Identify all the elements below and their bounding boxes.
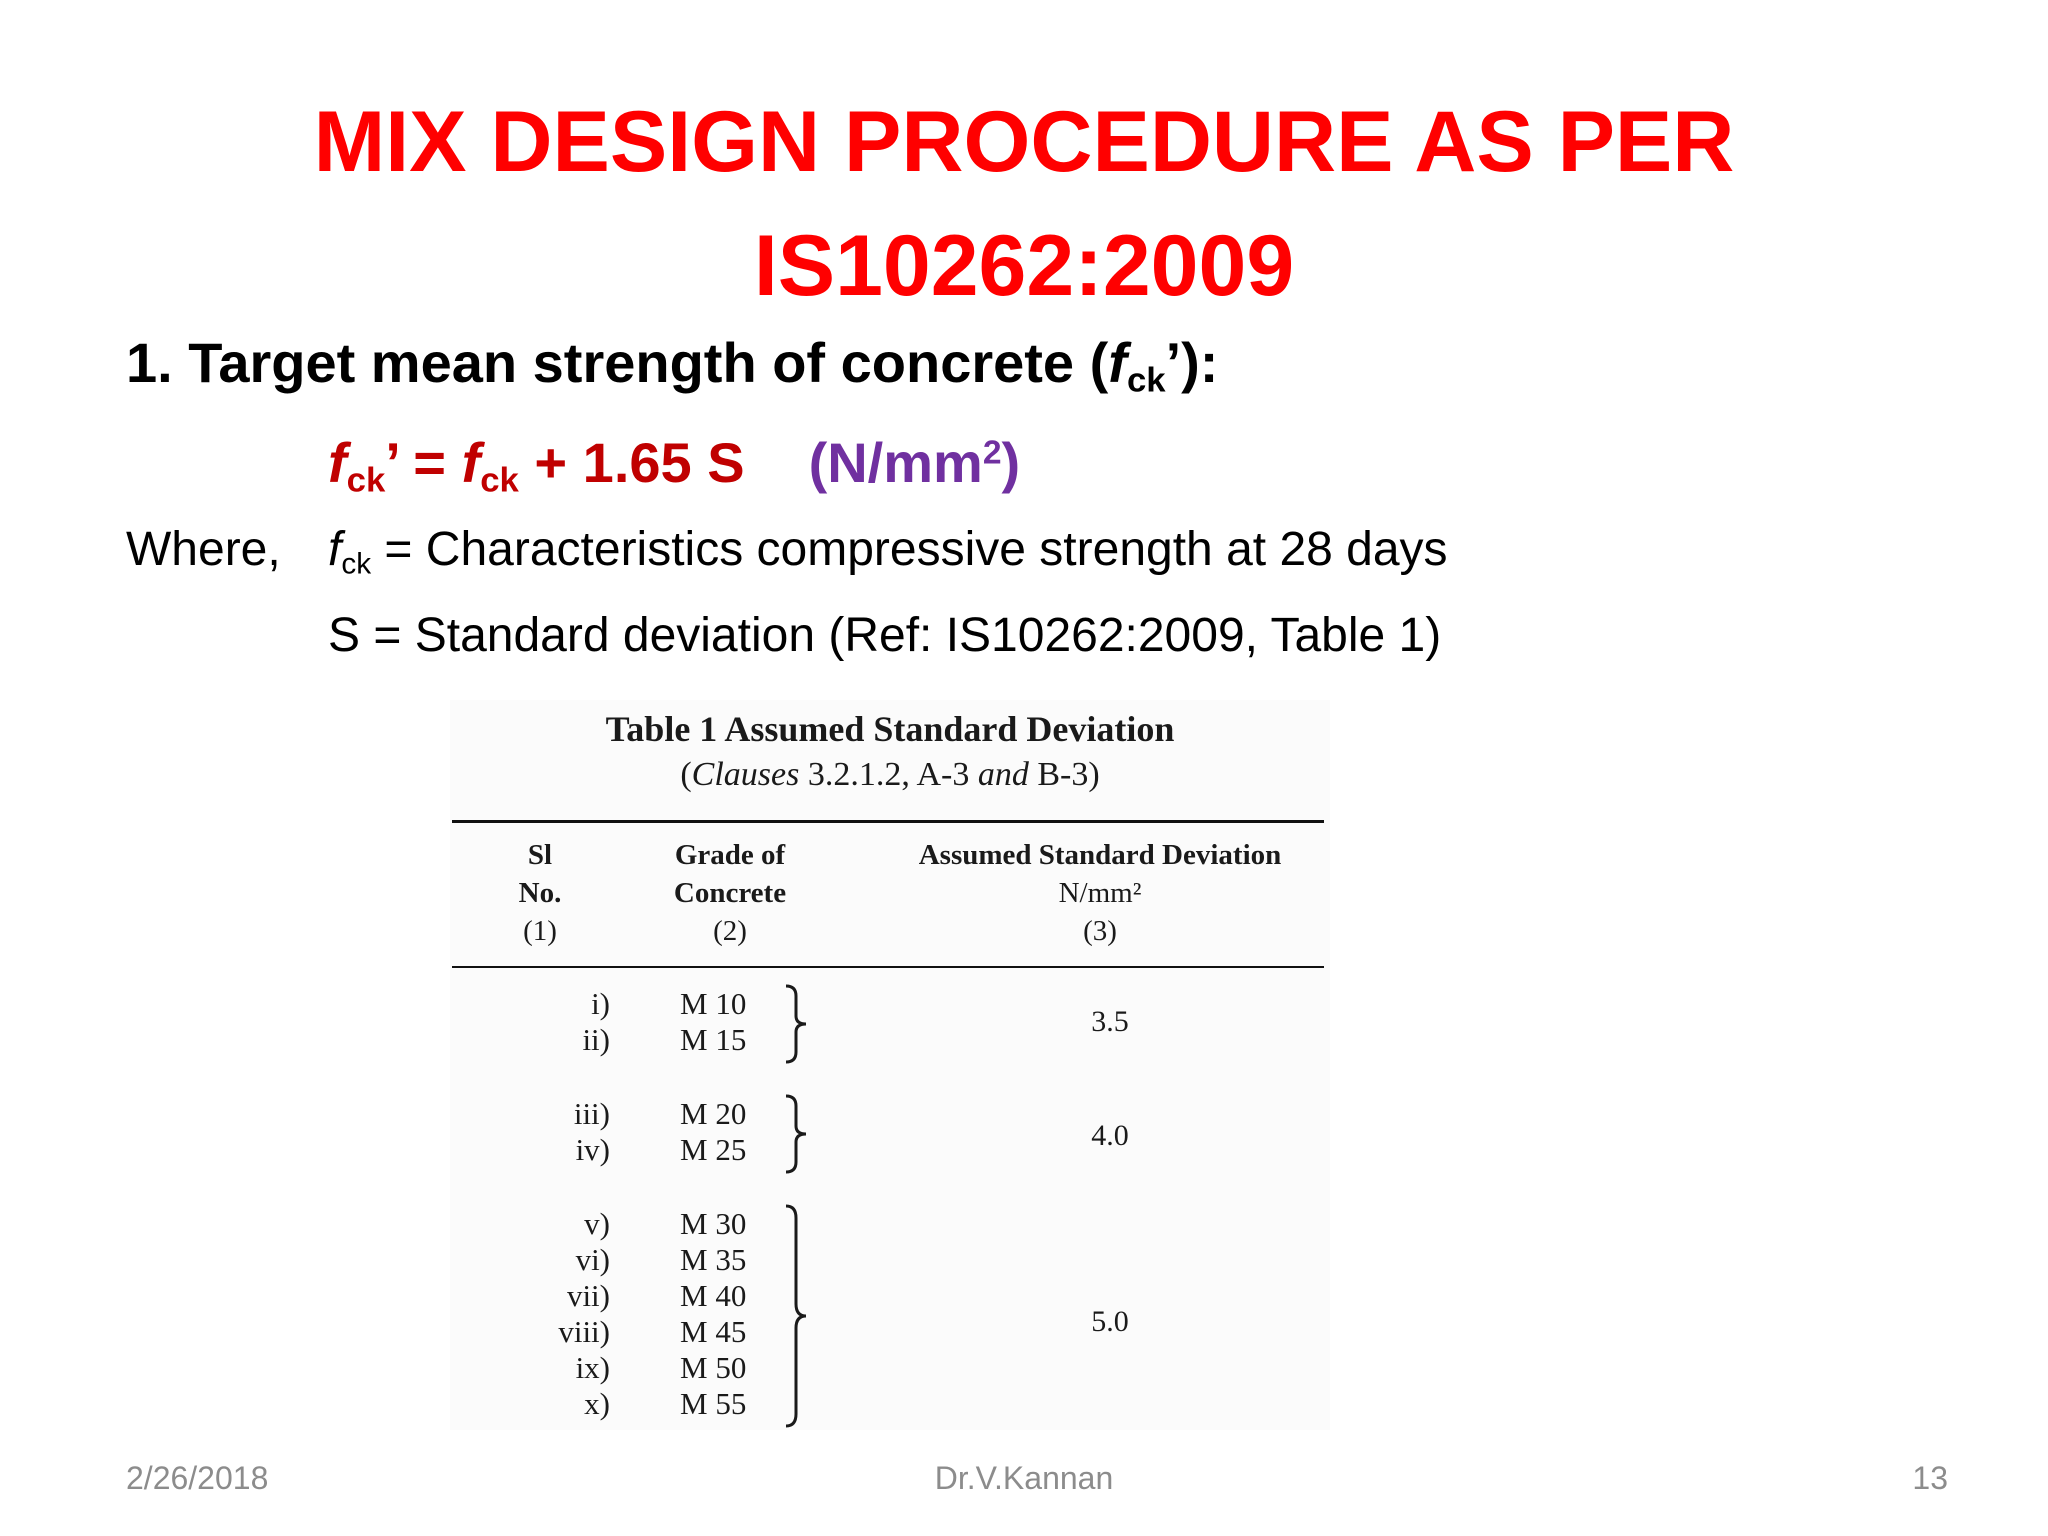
- grade-cell: M 25: [680, 1132, 747, 1167]
- section-heading: 1. Target mean strength of concrete (fck…: [126, 330, 1218, 401]
- formula-f2: f: [461, 431, 481, 494]
- def-sub: ck: [341, 547, 372, 581]
- standard-deviation-table: Table 1 Assumed Standard Deviation (Clau…: [450, 700, 1330, 1430]
- def1-rest: = Characteristics compressive strength a…: [371, 523, 1448, 576]
- header-unit: N/mm²: [1058, 877, 1142, 909]
- std-dev-cell: 3.5: [1091, 1005, 1129, 1038]
- grade-cell: M 35: [680, 1242, 747, 1277]
- definition-fck: fck = Characteristics compressive streng…: [328, 522, 1448, 581]
- where-label: Where,: [126, 523, 281, 576]
- grade-cell: M 40: [680, 1278, 747, 1313]
- formula-rest: + 1.65 S: [518, 431, 745, 494]
- formula-sub1: ck: [346, 461, 386, 500]
- footer-date: 2/26/2018: [126, 1460, 269, 1496]
- title-line-1: MIX DESIGN PROCEDURE AS PER: [313, 94, 1735, 190]
- brace-group-1: [785, 984, 807, 1064]
- heading-sub: ck: [1126, 361, 1166, 400]
- header-grade-of: Grade of: [674, 839, 786, 871]
- unit-close: ): [1001, 431, 1021, 494]
- sl-no-cell: v): [584, 1206, 610, 1241]
- sl-no-cell: iii): [573, 1096, 610, 1131]
- definition-s: S = Standard deviation (Ref: IS10262:200…: [328, 609, 1442, 662]
- sl-no-cell: ix): [575, 1350, 610, 1385]
- grade-cell: M 45: [680, 1314, 747, 1349]
- sl-no-cell: i): [591, 986, 610, 1021]
- header-num-1: (1): [523, 915, 557, 947]
- sl-no-cell: iv): [575, 1132, 610, 1167]
- header-sl: Sl: [527, 839, 553, 871]
- formula-sub2: ck: [480, 461, 519, 500]
- heading-f: f: [1108, 331, 1127, 394]
- table-top-rule: [452, 820, 1324, 823]
- grade-cell: M 15: [680, 1022, 747, 1057]
- header-concrete: Concrete: [673, 877, 787, 909]
- footer-page-number: 13: [1912, 1460, 1948, 1496]
- heading-prefix: 1. Target mean strength of concrete (: [126, 331, 1109, 394]
- unit-sup: 2: [982, 434, 1002, 472]
- formula-prime-eq: ’ =: [385, 431, 462, 494]
- grade-cell: M 20: [680, 1096, 747, 1131]
- clauses-word: Clauses: [691, 756, 800, 793]
- sl-no-cell: vi): [575, 1242, 610, 1277]
- sl-no-cell: ii): [582, 1022, 610, 1057]
- std-dev-cell: 5.0: [1091, 1305, 1129, 1338]
- formula-unit: (N/mm2): [809, 431, 1021, 494]
- footer-author: Dr.V.Kannan: [934, 1460, 1114, 1496]
- table-caption: Table 1 Assumed Standard Deviation: [605, 709, 1175, 749]
- clauses-end: B-3): [1028, 756, 1100, 793]
- clauses-mid: 3.2.1.2, A-3: [799, 756, 978, 793]
- brace-group-3: [785, 1204, 807, 1428]
- heading-suffix: ’):: [1165, 331, 1219, 394]
- table-header-rule: [452, 966, 1324, 968]
- slide-title: MIX DESIGN PROCEDURE AS PER IS10262:2009: [0, 80, 2048, 328]
- title-line-2: IS10262:2009: [753, 218, 1295, 314]
- std-dev-cell: 4.0: [1091, 1119, 1129, 1152]
- header-asd: Assumed Standard Deviation: [918, 839, 1282, 871]
- header-no: No.: [518, 877, 562, 909]
- header-sl-no: Sl No. (1): [480, 836, 600, 950]
- def-f: f: [328, 523, 342, 576]
- header-num-2: (2): [713, 915, 747, 947]
- grade-cell: M 10: [680, 986, 747, 1021]
- grade-cell: M 50: [680, 1350, 747, 1385]
- clauses-open: (: [680, 756, 692, 793]
- sl-no-cell: viii): [558, 1314, 610, 1349]
- formula-f1: f: [328, 431, 347, 494]
- clauses-and: and: [977, 756, 1029, 793]
- grade-cell: M 55: [680, 1386, 747, 1421]
- header-num-3: (3): [1083, 915, 1117, 947]
- sl-no-cell: vii): [566, 1278, 610, 1313]
- unit-open: (N/mm: [808, 431, 983, 494]
- grade-cell: M 30: [680, 1206, 747, 1241]
- brace-group-2: [785, 1094, 807, 1174]
- header-grade: Grade of Concrete (2): [630, 836, 830, 950]
- target-strength-formula: fck’ = fck + 1.65 S (N/mm2): [328, 430, 1020, 501]
- sl-no-cell: x): [584, 1386, 610, 1421]
- header-std-dev: Assumed Standard Deviation N/mm² (3): [880, 836, 1320, 950]
- table-clauses: (Clauses 3.2.1.2, A-3 and B-3): [450, 756, 1330, 794]
